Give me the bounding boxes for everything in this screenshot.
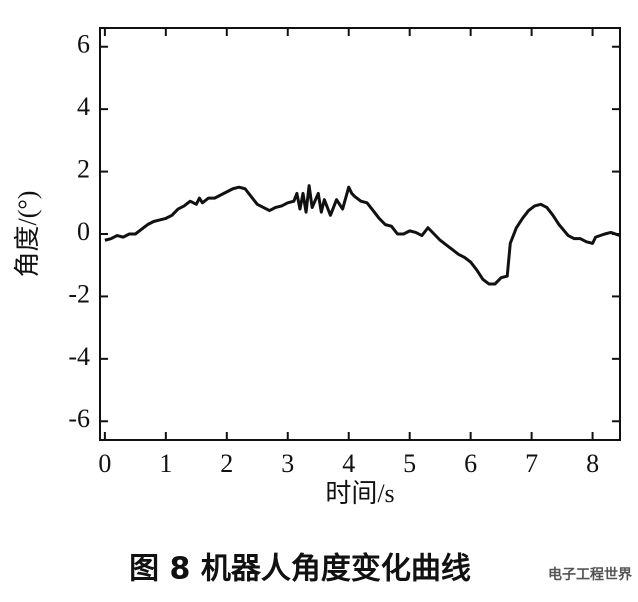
x-tick-label: 2 xyxy=(220,449,233,478)
y-tick-label: 0 xyxy=(77,217,90,246)
x-tick-label: 7 xyxy=(525,449,538,478)
data-line xyxy=(104,184,621,286)
plot-frame xyxy=(99,27,621,441)
x-tick-label: 3 xyxy=(281,449,294,478)
y-tick-label: -6 xyxy=(68,404,90,433)
x-tick-label: 0 xyxy=(98,449,111,478)
x-tick-label: 4 xyxy=(342,449,355,478)
x-tick-label: 8 xyxy=(586,449,599,478)
y-tick-label: -2 xyxy=(68,279,90,308)
x-tick-label: 5 xyxy=(403,449,416,478)
y-tick-label: 4 xyxy=(77,92,90,121)
y-tick-label: -4 xyxy=(68,342,90,371)
y-tick-label: 2 xyxy=(77,155,90,184)
y-tick-label: 6 xyxy=(77,30,90,59)
x-axis-label: 时间/s xyxy=(325,479,394,508)
x-tick-label: 6 xyxy=(464,449,477,478)
chart-title: 图 8 机器人角度变化曲线 xyxy=(129,552,471,587)
watermark: 电子工程世界 xyxy=(548,566,633,583)
x-tick-label: 1 xyxy=(159,449,172,478)
y-axis-label: 角度/(°) xyxy=(13,191,42,278)
